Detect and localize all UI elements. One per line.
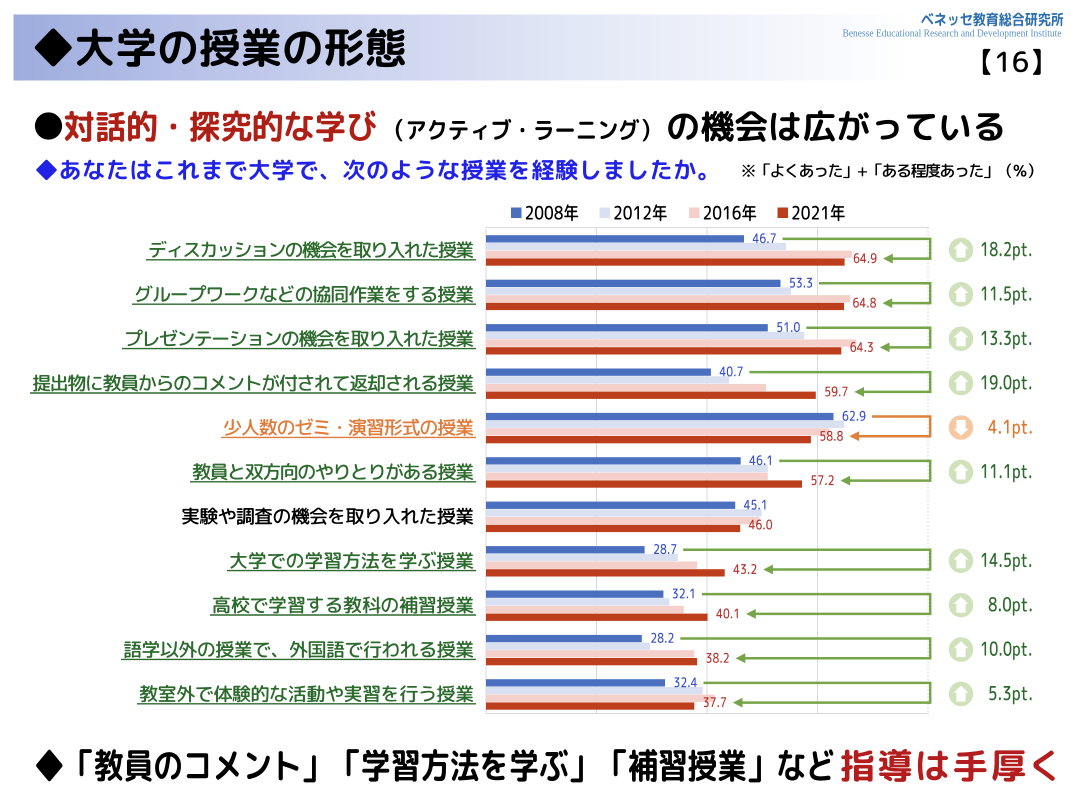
svg-text:Benesse Educational Research a: Benesse Educational Research and Develop…: [843, 29, 1062, 40]
